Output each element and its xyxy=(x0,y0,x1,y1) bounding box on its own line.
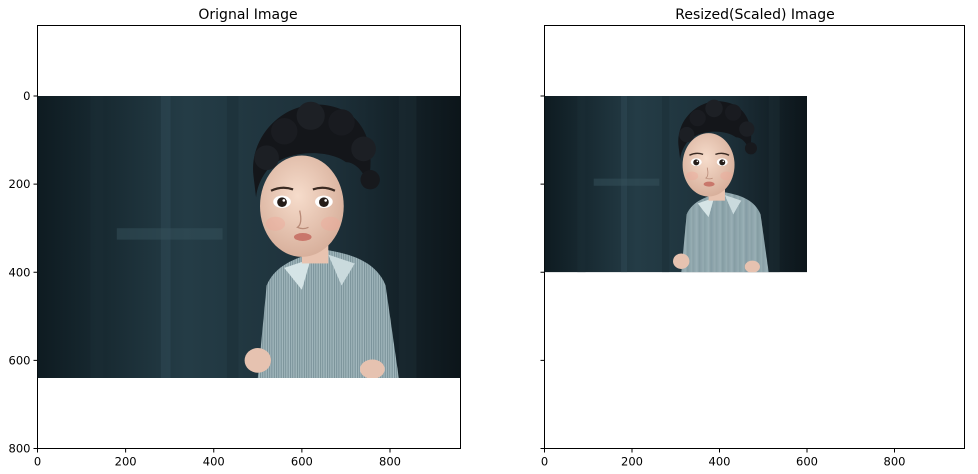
axes-resized: Resized(Scaled) Image 0 200 400 600 800 xyxy=(540,7,965,469)
x-tick-label: 800 xyxy=(379,455,401,469)
x-tick-label: 400 xyxy=(709,455,731,469)
axes-title: Orignal Image xyxy=(198,7,297,23)
x-tick-label: 200 xyxy=(115,455,137,469)
image-content xyxy=(544,96,807,273)
x-tick-label: 0 xyxy=(34,455,41,469)
x-tick-label: 0 xyxy=(541,455,548,469)
axes-original: Orignal Image 0 200 400 600 800 0 200 400 600 80… xyxy=(9,7,461,469)
y-ticks xyxy=(540,95,545,449)
x-tick-label: 800 xyxy=(884,455,906,469)
resized-photo xyxy=(544,96,807,273)
x-tick-label: 200 xyxy=(621,455,643,469)
x-tick-label: 600 xyxy=(291,455,313,469)
y-tick-label: 600 xyxy=(9,353,31,367)
image-content xyxy=(37,96,461,378)
original-photo xyxy=(37,96,461,378)
y-tick-label: 800 xyxy=(9,442,31,456)
y-tick-label: 400 xyxy=(9,265,31,279)
x-tick-label: 600 xyxy=(796,455,818,469)
y-ticks: 0 200 400 600 800 xyxy=(9,89,38,456)
x-tick-label: 400 xyxy=(203,455,225,469)
axes-title: Resized(Scaled) Image xyxy=(675,7,835,23)
x-ticks: 0 200 400 600 800 xyxy=(34,448,401,469)
y-tick-label: 0 xyxy=(23,89,30,103)
x-ticks: 0 200 400 600 800 xyxy=(541,448,906,469)
y-tick-label: 200 xyxy=(9,177,31,191)
